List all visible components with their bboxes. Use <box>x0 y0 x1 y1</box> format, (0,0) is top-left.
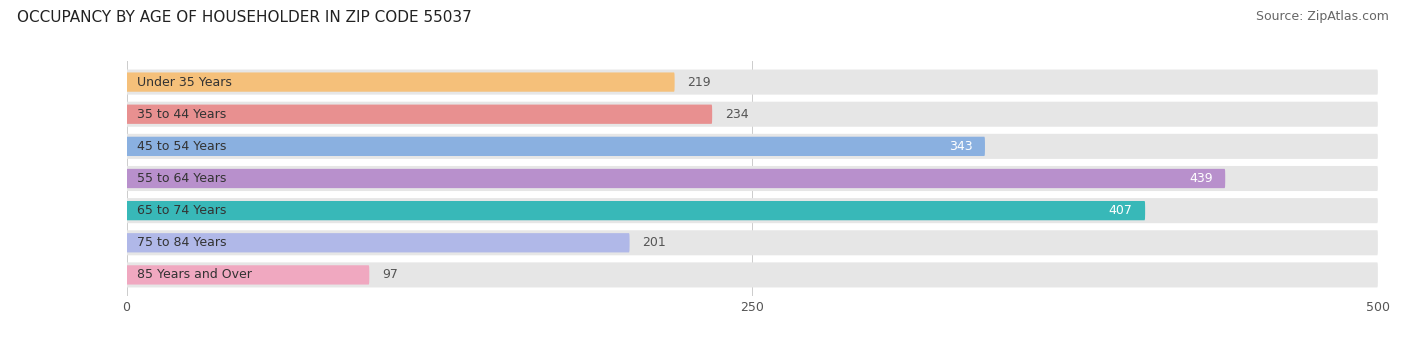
FancyBboxPatch shape <box>127 198 1378 223</box>
FancyBboxPatch shape <box>127 166 1378 191</box>
FancyBboxPatch shape <box>127 137 986 156</box>
Text: 201: 201 <box>643 236 666 249</box>
FancyBboxPatch shape <box>127 134 1378 159</box>
Text: Under 35 Years: Under 35 Years <box>136 75 232 89</box>
FancyBboxPatch shape <box>127 265 370 285</box>
FancyBboxPatch shape <box>127 230 1378 255</box>
FancyBboxPatch shape <box>127 262 1378 287</box>
FancyBboxPatch shape <box>127 102 1378 127</box>
FancyBboxPatch shape <box>127 72 675 92</box>
Text: 85 Years and Over: 85 Years and Over <box>136 268 252 282</box>
Text: 234: 234 <box>724 108 748 121</box>
FancyBboxPatch shape <box>127 169 1225 188</box>
Text: OCCUPANCY BY AGE OF HOUSEHOLDER IN ZIP CODE 55037: OCCUPANCY BY AGE OF HOUSEHOLDER IN ZIP C… <box>17 10 471 25</box>
Text: 407: 407 <box>1109 204 1133 217</box>
Text: 219: 219 <box>688 75 711 89</box>
FancyBboxPatch shape <box>127 233 630 252</box>
Text: 65 to 74 Years: 65 to 74 Years <box>136 204 226 217</box>
Text: 343: 343 <box>949 140 973 153</box>
Text: 439: 439 <box>1189 172 1213 185</box>
Text: Source: ZipAtlas.com: Source: ZipAtlas.com <box>1256 10 1389 23</box>
FancyBboxPatch shape <box>127 70 1378 95</box>
Text: 45 to 54 Years: 45 to 54 Years <box>136 140 226 153</box>
Text: 97: 97 <box>382 268 398 282</box>
FancyBboxPatch shape <box>127 105 713 124</box>
Text: 55 to 64 Years: 55 to 64 Years <box>136 172 226 185</box>
FancyBboxPatch shape <box>127 201 1144 220</box>
Text: 35 to 44 Years: 35 to 44 Years <box>136 108 226 121</box>
Text: 75 to 84 Years: 75 to 84 Years <box>136 236 226 249</box>
